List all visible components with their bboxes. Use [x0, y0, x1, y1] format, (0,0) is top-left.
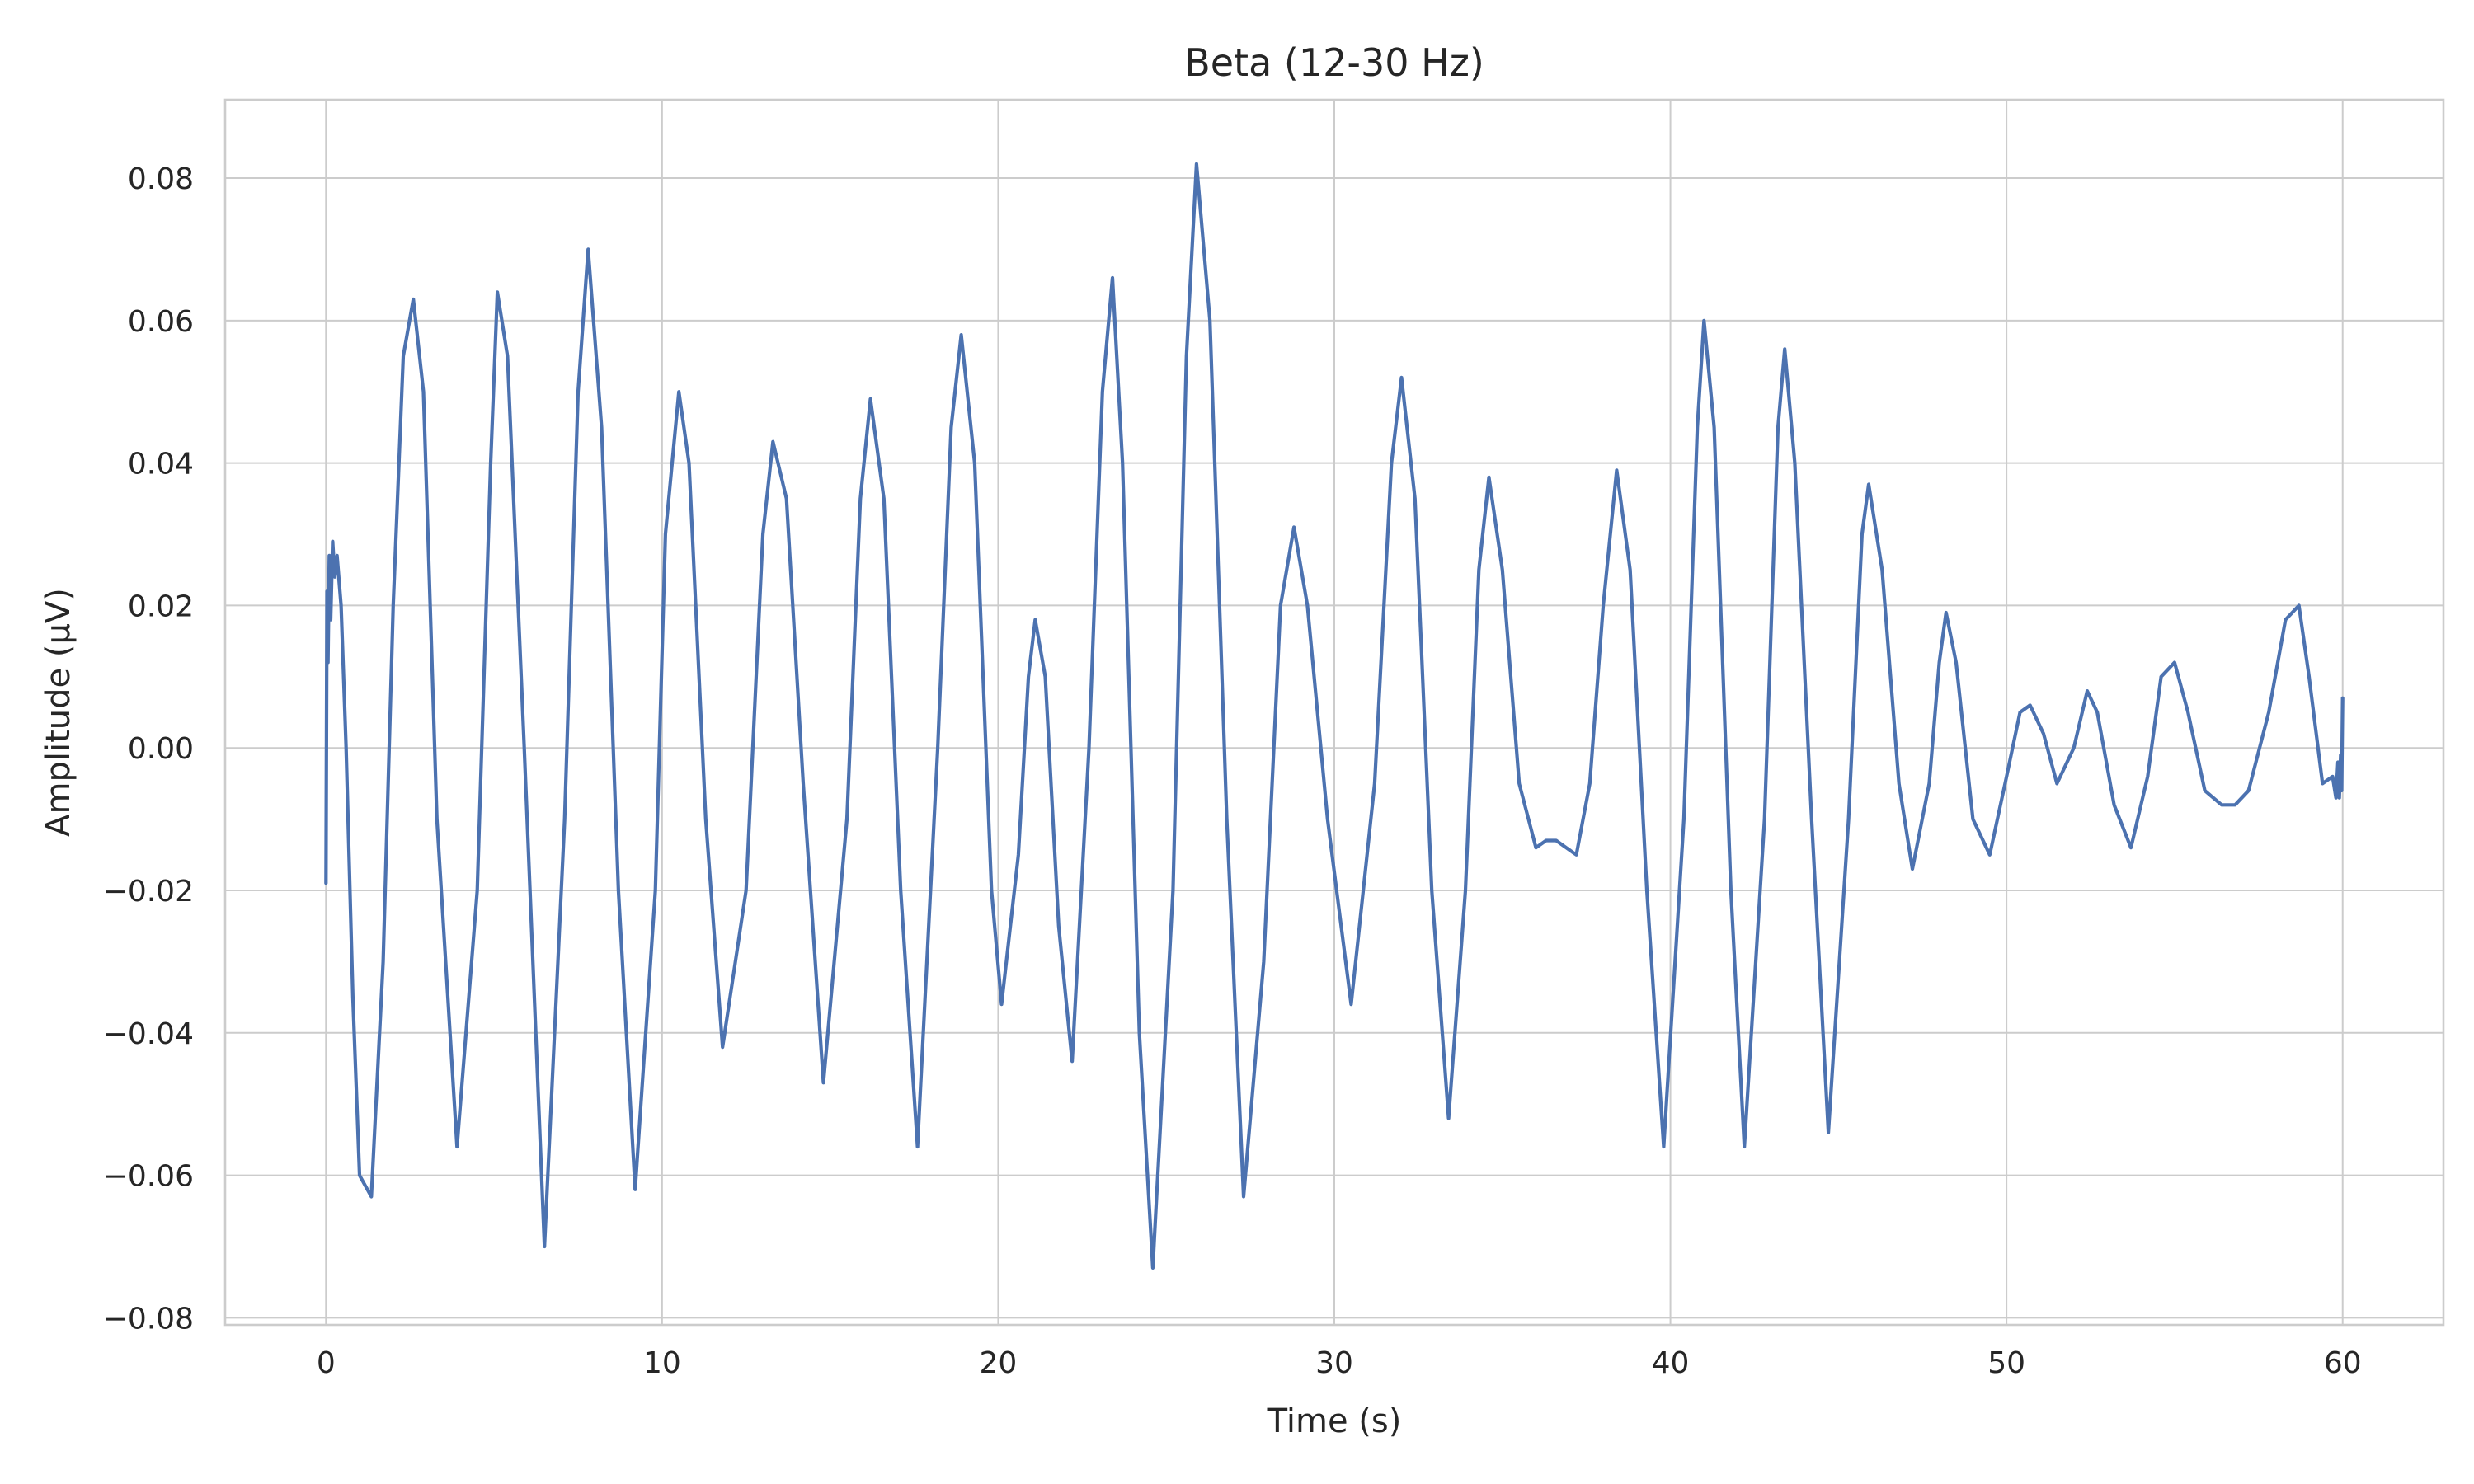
y-tick-label: −0.08 — [103, 1302, 194, 1336]
y-tick-label: 0.02 — [128, 589, 194, 623]
x-axis-label: Time (s) — [1267, 1402, 1402, 1440]
plot-frame — [223, 98, 2445, 1327]
y-tick-label: −0.02 — [103, 875, 194, 909]
chart-title: Beta (12-30 Hz) — [1184, 40, 1484, 85]
x-tick-label: 20 — [980, 1346, 1018, 1380]
y-tick-label: 0.04 — [128, 448, 194, 481]
x-tick-label: 30 — [1315, 1346, 1353, 1380]
y-tick-label: 0.08 — [128, 162, 194, 196]
y-tick-label: −0.06 — [103, 1160, 194, 1194]
y-axis-label: Amplitude (µV) — [40, 588, 78, 837]
x-tick-label: 10 — [643, 1346, 681, 1380]
y-tick-labels: −0.08 −0.06 −0.04 −0.02 0.00 0.02 0.04 0.06 0.08 — [103, 162, 194, 1336]
x-tick-label: 50 — [1987, 1346, 2025, 1380]
gridlines — [225, 100, 2443, 1325]
x-tick-label: 60 — [2324, 1346, 2362, 1380]
y-tick-label: −0.04 — [103, 1017, 194, 1051]
y-tick-label: 0.06 — [128, 305, 194, 339]
series-line-beta — [324, 162, 2345, 1270]
x-tick-labels: 0 10 20 30 40 50 60 — [317, 1346, 2362, 1380]
x-tick-label: 40 — [1652, 1346, 1690, 1380]
y-tick-label: 0.00 — [128, 732, 194, 766]
x-tick-label: 0 — [317, 1346, 336, 1380]
